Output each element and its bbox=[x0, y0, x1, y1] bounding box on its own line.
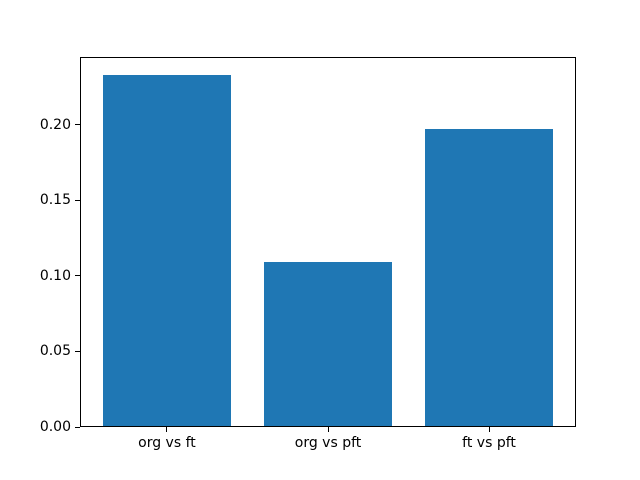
y-tick-label-0.00: 0.00 bbox=[39, 419, 71, 435]
y-tick-mark-0.15 bbox=[75, 199, 80, 201]
x-tick-mark-ft-vs-pft bbox=[488, 427, 490, 432]
y-tick-mark-0.05 bbox=[75, 350, 80, 352]
y-tick-mark-0.00 bbox=[75, 426, 80, 428]
bar-org-vs-pft bbox=[263, 262, 393, 427]
y-tick-label-0.10: 0.10 bbox=[39, 267, 71, 284]
x-tick-label-org-vs-ft: org vs ft bbox=[138, 435, 196, 451]
plot-area bbox=[80, 57, 576, 427]
x-tick-label-org-vs-pft: org vs pft bbox=[294, 435, 362, 451]
bar-org-vs-ft bbox=[102, 74, 232, 427]
y-tick-mark-0.20 bbox=[75, 124, 80, 126]
x-tick-mark-org-vs-pft bbox=[327, 427, 329, 432]
x-tick-label-ft-vs-pft: ft vs pft bbox=[462, 435, 516, 451]
x-tick-mark-org-vs-ft bbox=[166, 427, 168, 432]
y-tick-label-0.20: 0.20 bbox=[39, 116, 71, 133]
y-tick-label-0.05: 0.05 bbox=[39, 343, 71, 360]
y-tick-label-0.15: 0.15 bbox=[39, 192, 71, 209]
y-tick-mark-0.10 bbox=[75, 275, 80, 277]
bar-ft-vs-pft bbox=[424, 129, 554, 427]
